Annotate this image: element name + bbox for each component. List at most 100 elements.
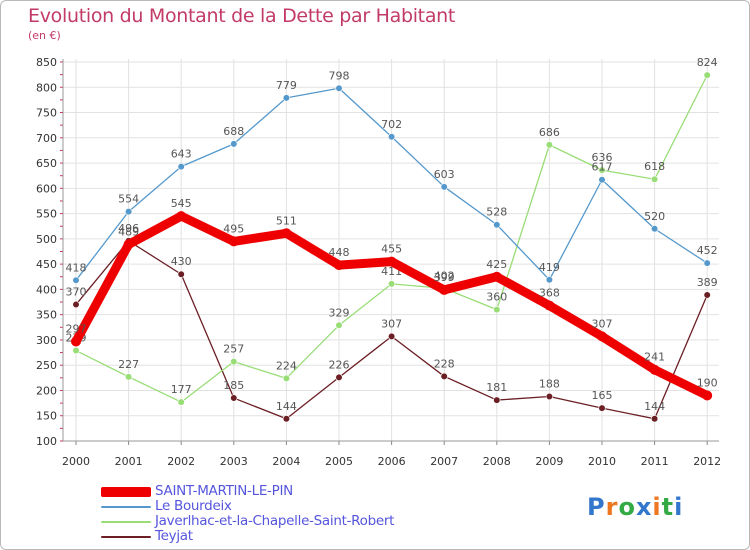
data-point [439,284,450,295]
x-tick-label: 2003 [220,455,248,468]
data-label: 528 [486,206,507,219]
data-point [388,280,396,288]
x-tick-label: 2007 [430,455,458,468]
data-point [598,176,606,184]
data-label: 617 [592,161,613,174]
chart-subtitle: (en €) [28,29,61,42]
data-label: 496 [118,222,139,235]
data-label: 686 [539,126,560,139]
data-label: 241 [644,351,665,364]
data-point [335,373,343,381]
data-point [124,373,133,381]
data-point [71,336,81,347]
data-point [493,221,501,229]
data-point [388,332,396,340]
data-label: 688 [223,125,244,138]
logo-letter: P [587,493,606,521]
data-label: 297 [66,322,87,335]
data-label: 177 [171,383,192,396]
y-tick-label: 250 [36,359,57,372]
data-label: 448 [329,246,350,259]
data-label: 181 [486,381,507,394]
y-tick-label: 750 [36,107,57,120]
data-point [544,300,555,311]
data-label: 399 [434,271,455,284]
data-point [386,256,397,267]
x-tick-label: 2011 [641,455,669,468]
data-label: 489 [118,225,139,238]
data-point [335,84,343,92]
data-label: 402 [434,269,455,282]
data-label: 643 [171,148,192,161]
y-tick-label: 350 [36,309,57,322]
data-point [440,372,448,380]
data-label: 188 [539,378,560,391]
data-point [388,133,396,141]
data-label: 702 [381,118,402,131]
data-label: 329 [329,306,350,319]
y-tick-label: 450 [36,258,57,271]
data-label: 360 [486,291,507,304]
y-tick-label: 300 [36,334,57,347]
legend-swatch [101,521,151,523]
data-label: 779 [276,79,297,92]
plot-area [63,59,719,441]
data-label: 307 [592,317,613,330]
data-label: 425 [486,258,507,271]
data-label: 144 [644,400,665,413]
y-tick-label: 200 [36,384,57,397]
data-point [335,321,343,329]
x-tick-label: 2002 [167,455,195,468]
data-label: 224 [276,359,297,372]
data-point [177,270,185,278]
data-label: 511 [276,214,297,227]
data-label: 226 [329,358,350,371]
data-point [703,291,711,299]
data-label: 228 [434,357,455,370]
data-point [123,239,134,250]
data-label: 257 [223,343,244,356]
data-label: 185 [223,379,244,392]
data-label: 190 [697,377,718,390]
y-tick-label: 700 [36,132,57,145]
logo-letter: o [618,493,636,521]
x-tick-label: 2005 [325,455,353,468]
data-label: 636 [592,151,613,164]
data-point [230,140,238,148]
data-point [649,364,660,375]
data-point [491,271,502,282]
y-tick-label: 850 [36,56,57,69]
data-point [650,175,659,183]
data-label: 389 [697,276,718,289]
y-tick-label: 400 [36,283,57,296]
data-point [72,276,80,284]
x-tick-label: 2000 [62,455,90,468]
y-tick-label: 800 [36,81,57,94]
data-point [598,404,606,412]
legend-label: Le Bourdeix [155,498,232,514]
data-point [493,396,501,404]
data-point [230,394,238,402]
y-tick-label: 550 [36,208,57,221]
logo-letter: i [674,493,684,521]
data-point [650,415,659,423]
data-point [72,300,80,309]
data-point [598,166,606,174]
data-point [177,163,185,171]
data-label: 368 [539,287,560,300]
data-label: 545 [171,197,192,210]
y-tick-label: 500 [36,233,57,246]
logo-letter: r [605,493,619,521]
data-point [177,398,185,406]
data-point [282,94,291,102]
data-point [545,141,554,149]
data-label: 418 [66,261,87,274]
y-tick-label: 650 [36,157,57,170]
data-point [545,276,554,284]
x-tick-label: 2009 [535,455,563,468]
x-tick-label: 2008 [483,455,511,468]
logo-letter: x [635,493,653,521]
data-point [176,211,187,222]
data-point [228,236,239,247]
